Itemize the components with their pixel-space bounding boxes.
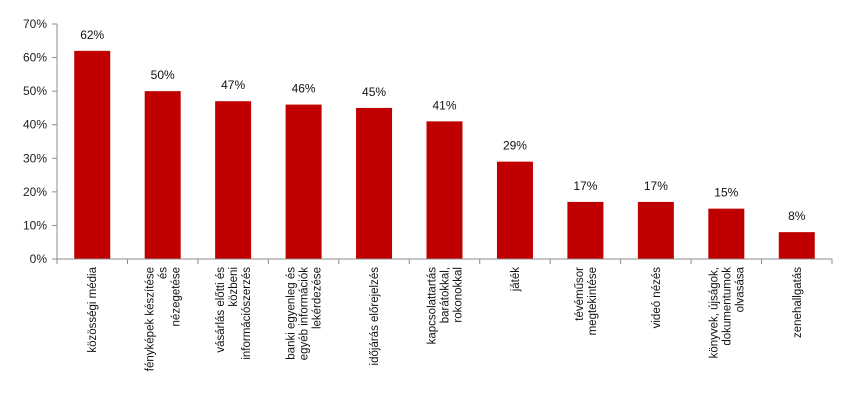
category-label-line: vásárlás előtti és (215, 267, 227, 353)
category-label: játék (510, 267, 522, 293)
category-label-line: barátokkal, (440, 267, 452, 323)
category-label-line: közösségi média (87, 266, 99, 352)
data-label: 15% (714, 186, 738, 200)
bar (426, 121, 463, 259)
y-tick-label: 20% (23, 185, 47, 199)
bar (215, 101, 252, 259)
y-tick-label: 50% (23, 84, 47, 98)
category-label-text: könyvek, újságok,dokumentumokolvasása (708, 266, 746, 358)
data-label: 41% (432, 98, 456, 112)
category-label-text: videó nézés (651, 267, 663, 329)
bar (356, 107, 393, 259)
data-label: 17% (573, 179, 597, 193)
category-label-text: banki egyenleg ésegyéb információklekérd… (286, 267, 324, 361)
category-label: zenehallgatás (792, 267, 804, 338)
category-label: kapcsolattartásbarátokkal,rokonokkal (427, 267, 465, 345)
data-label: 62% (80, 28, 104, 42)
y-tick-label: 70% (23, 17, 47, 31)
category-label: banki egyenleg ésegyéb információklekérd… (286, 267, 324, 361)
category-label-line: időjárás előrejelzés (369, 267, 381, 366)
category-label-line: nézegetése (171, 267, 183, 326)
category-label-text: kapcsolattartásbarátokkal,rokonokkal (427, 267, 465, 345)
bars (74, 50, 815, 260)
bar (637, 201, 674, 259)
category-label-line: videó nézés (651, 267, 663, 329)
category-label-line: olvasása (734, 266, 746, 312)
data-label: 29% (503, 139, 527, 153)
category-label-line: dokumentumok (721, 267, 733, 346)
x-axis: közösségi média fényképek készítéseésnéze… (56, 258, 833, 371)
category-label-text: időjárás előrejelzés (369, 267, 381, 366)
bar (74, 50, 111, 259)
category-label: közösségi média (87, 266, 99, 352)
category-label-text: fényképek készítéseésnézegetése (145, 267, 183, 371)
category-label-line: egyéb információk (299, 267, 311, 361)
category-label: tévéműsormegtekintése (574, 267, 599, 336)
bar (285, 104, 322, 259)
category-label: könyvek, újságok,dokumentumokolvasása (708, 266, 746, 358)
category-label-line: és (158, 267, 170, 279)
bar (778, 232, 815, 259)
y-tick-label: 40% (23, 118, 47, 132)
category-label: videó nézés (651, 267, 663, 329)
y-tick-label: 0% (30, 252, 48, 266)
category-label-text: zenehallgatás (792, 267, 804, 338)
category-label-text: közösségi média (87, 266, 99, 352)
data-label: 17% (644, 179, 668, 193)
category-label-line: rokonokkal (453, 267, 465, 323)
category-label-line: információszerzés (241, 267, 253, 360)
category-label-line: tévéműsor (574, 267, 586, 321)
category-label-text: vásárlás előtti ésközbeniinformációszerz… (215, 267, 253, 360)
bar (708, 208, 745, 259)
category-label-line: fényképek készítése (145, 267, 157, 371)
data-label: 45% (362, 85, 386, 99)
bar (496, 161, 533, 259)
category-label: vásárlás előtti ésközbeniinformációszerz… (215, 267, 253, 360)
category-label-line: kapcsolattartás (427, 267, 439, 345)
data-label: 47% (221, 78, 245, 92)
y-tick-label: 10% (23, 218, 47, 232)
bar (144, 91, 181, 260)
y-axis: 0% 10% 20% 30% 40% 50% 60% 70% (23, 17, 58, 266)
bar (567, 201, 604, 259)
y-tick-label: 60% (23, 51, 47, 65)
category-label: időjárás előrejelzés (369, 267, 381, 366)
data-label: 50% (151, 68, 175, 82)
category-label-line: banki egyenleg és (286, 267, 298, 360)
category-label-text: játék (510, 267, 522, 293)
data-labels: 62% 50% 47% 46% 45% 41% 29% 17% 17% 15% 8% (80, 28, 806, 223)
category-label-line: zenehallgatás (792, 267, 804, 338)
category-label-line: közbeni (228, 267, 240, 307)
data-label: 46% (292, 82, 316, 96)
category-label-line: játék (510, 267, 522, 293)
category-label: fényképek készítéseésnézegetése (145, 267, 183, 371)
y-tick-label: 30% (23, 151, 47, 165)
category-label-line: könyvek, újságok, (708, 267, 720, 358)
category-label-line: megtekintése (587, 267, 599, 335)
category-label-text: tévéműsormegtekintése (574, 267, 599, 336)
category-label-line: lekérdezése (312, 267, 324, 329)
data-label: 8% (788, 209, 806, 223)
